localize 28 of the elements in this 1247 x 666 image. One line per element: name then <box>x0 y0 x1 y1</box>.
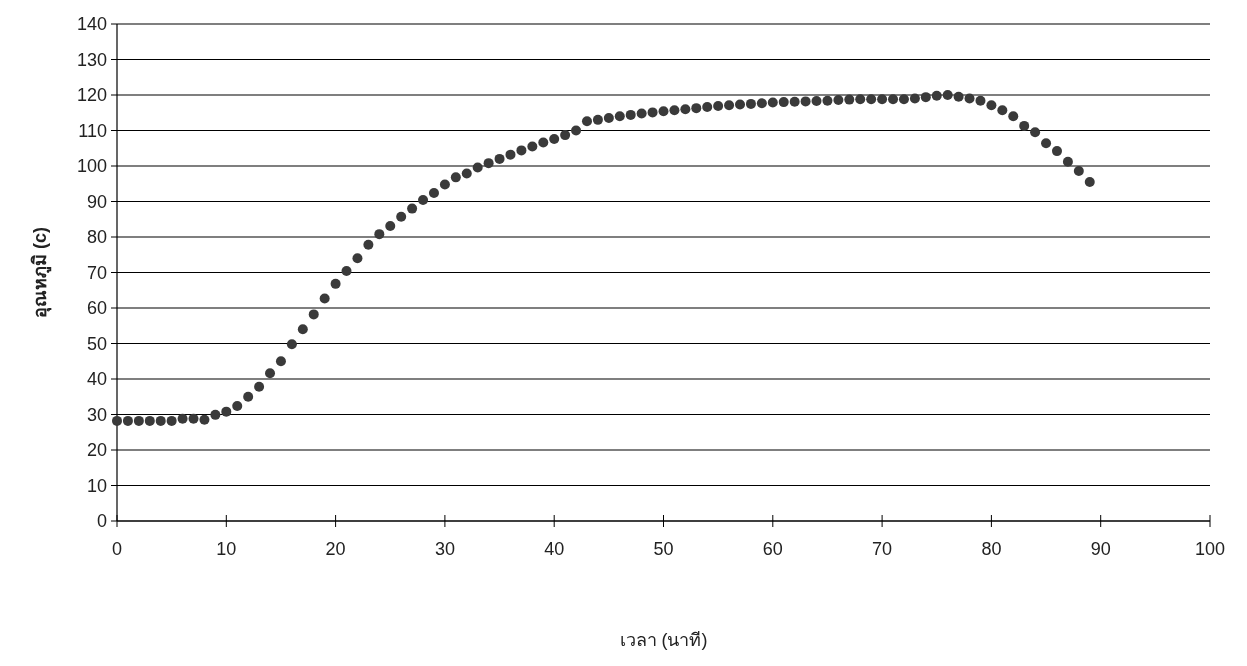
x-tick-label: 80 <box>981 539 1002 559</box>
x-axis-title: เวลา (นาที) <box>619 630 708 650</box>
x-tick-label: 20 <box>325 539 346 559</box>
x-tick-label: 30 <box>434 539 455 559</box>
y-tick-label: 110 <box>78 120 107 141</box>
y-tick-label: 120 <box>76 85 107 105</box>
y-tick-label: 80 <box>86 227 107 247</box>
y-tick-label: 100 <box>76 156 107 176</box>
x-tick-label: 60 <box>762 539 783 559</box>
x-tick-label: 50 <box>653 539 674 559</box>
y-tick-label: 140 <box>76 14 107 34</box>
y-tick-label: 60 <box>86 298 107 318</box>
x-tick-label: 0 <box>111 539 123 559</box>
x-tick-label: 100 <box>1194 539 1226 559</box>
y-tick-label: 40 <box>86 369 107 389</box>
y-tick-label: 130 <box>76 49 107 70</box>
x-tick-label: 40 <box>544 539 565 559</box>
y-tick-label: 70 <box>86 262 107 283</box>
y-tick-label: 30 <box>86 404 107 425</box>
y-axis-title: อุณหภูมิ (c) <box>30 226 52 318</box>
y-tick-label: 0 <box>96 511 107 531</box>
y-tick-label: 10 <box>86 475 107 496</box>
x-tick-label: 10 <box>216 539 237 559</box>
x-tick-label: 90 <box>1090 539 1111 559</box>
x-tick-label: 70 <box>872 539 893 559</box>
y-tick-label: 90 <box>86 191 107 212</box>
y-tick-label: 50 <box>86 333 107 354</box>
y-tick-label: 20 <box>86 440 107 460</box>
